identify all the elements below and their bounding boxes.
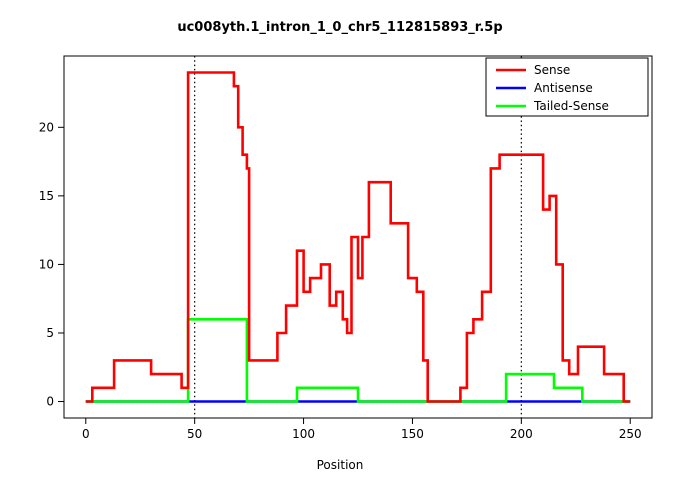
y-tick-label: 5 (46, 326, 54, 340)
x-axis-label: Position (316, 458, 364, 472)
series-line-tailed-sense (85, 318, 631, 403)
x-tick-label: 100 (292, 427, 315, 441)
series-line-sense (85, 71, 631, 403)
x-tick-label: 150 (401, 427, 424, 441)
x-tick-label: 50 (187, 427, 202, 441)
x-tick-label: 200 (510, 427, 533, 441)
legend-label: Sense (534, 63, 570, 77)
y-tick-label: 0 (46, 395, 54, 409)
legend-label: Antisense (534, 81, 593, 95)
x-tick-label: 0 (82, 427, 90, 441)
y-tick-label: 20 (39, 120, 54, 134)
chart-title: uc008yth.1_intron_1_0_chr5_112815893_r.5… (177, 20, 503, 35)
legend-label: Tailed-Sense (533, 99, 609, 113)
y-tick-label: 10 (39, 257, 54, 271)
y-tick-label: 15 (39, 189, 54, 203)
x-tick-label: 250 (619, 427, 642, 441)
